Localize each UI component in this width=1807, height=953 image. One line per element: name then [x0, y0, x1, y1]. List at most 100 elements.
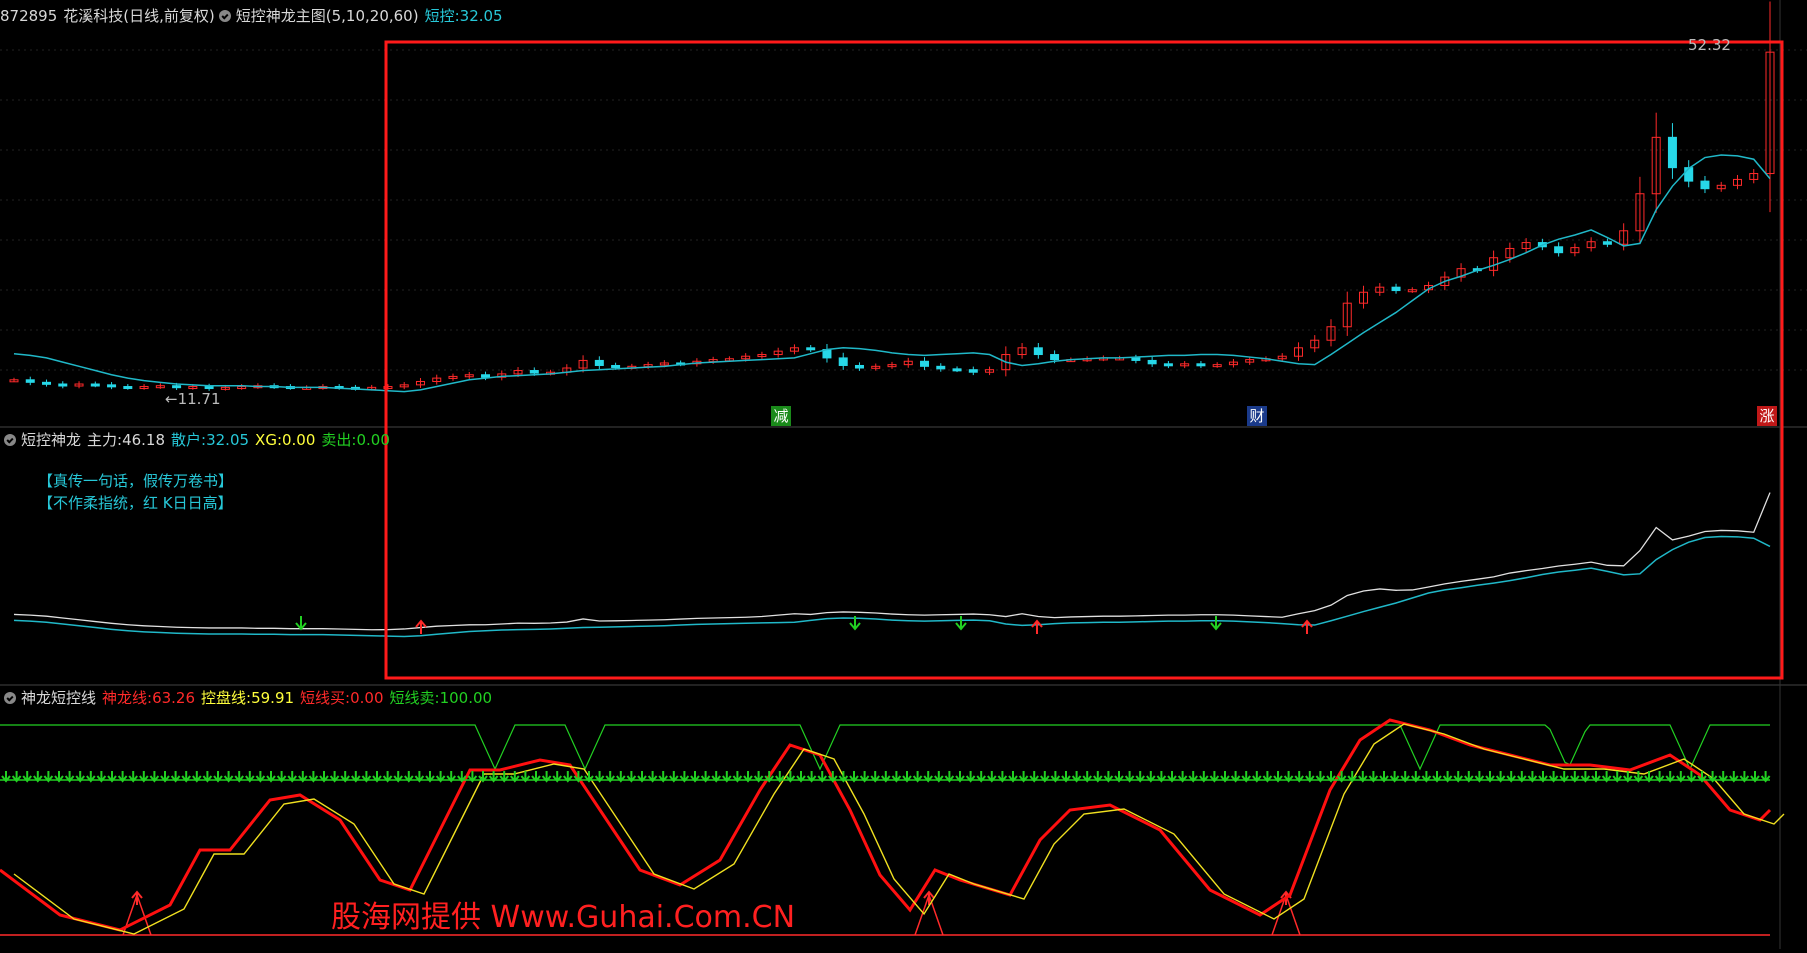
sell-arrow-icon: [563, 771, 573, 783]
sell-arrow-icon: [1220, 771, 1230, 783]
settings-icon[interactable]: [218, 10, 231, 22]
sell-arrow-icon: [298, 771, 308, 783]
sell-arrow-icon: [1103, 771, 1114, 783]
settings-icon[interactable]: [4, 692, 16, 704]
sell-arrow-icon: [1548, 771, 1559, 783]
sell-arrow-icon: [1188, 771, 1198, 783]
zhuli-value: 46.18: [122, 431, 166, 449]
sell-arrow-icon: [1665, 771, 1675, 783]
candle-body: [1212, 364, 1222, 368]
sell-arrow-icon: [287, 771, 297, 783]
sell-arrow-icon: [425, 771, 435, 783]
sell-arrow-icon: [1718, 771, 1728, 783]
candle-body: [1245, 359, 1255, 363]
sub2-indicator-name[interactable]: 神龙短控线: [21, 689, 97, 707]
sell-arrow-icon: [33, 771, 43, 783]
candle-body: [1163, 363, 1173, 367]
sell-arrow-icon: [1686, 771, 1697, 783]
sell-arrow-icon: [923, 771, 933, 783]
main-indicator-name[interactable]: 短控神龙主图(5,10,20,60): [235, 7, 419, 25]
up-arrow-icon: [1301, 619, 1313, 634]
sell-arrow-icon: [1474, 771, 1485, 783]
candle-body: [659, 362, 669, 366]
sell-arrow-icon: [1167, 771, 1177, 783]
candle-body: [1651, 136, 1661, 195]
up-arrow-icon: [923, 890, 935, 905]
sell-arrow-icon: [1050, 771, 1061, 783]
shenlong-value: 63.26: [152, 689, 196, 707]
sanhu-value: 32.05: [206, 431, 250, 449]
candle-body: [1001, 354, 1011, 371]
sell-arrow-icon: [1347, 771, 1357, 783]
candle-body: [806, 347, 816, 351]
sell-arrow-icon: [510, 771, 520, 783]
sell-arrow-icon: [806, 771, 817, 783]
candle-body: [172, 385, 182, 389]
sell-arrow-icon: [669, 771, 679, 783]
sell-arrow-icon: [764, 771, 774, 783]
candle-body: [1765, 51, 1775, 175]
low-price-label: ←11.71: [165, 390, 221, 408]
candle-body: [1342, 302, 1352, 328]
candle-body: [1440, 276, 1450, 287]
sell-arrow-icon: [372, 771, 382, 783]
sell-arrow-icon: [1040, 771, 1050, 783]
period-label[interactable]: (日线,前复权): [123, 7, 215, 25]
sell-arrow-icon: [1517, 771, 1527, 783]
candle-body: [952, 368, 962, 372]
watermark: 股海网提供 Www.Guhai.Com.CN: [331, 900, 796, 935]
maichu-label: 卖出:: [321, 431, 357, 449]
sell-arrow-icon: [43, 771, 54, 783]
short-buy-value: 0.00: [350, 689, 384, 707]
sell-arrow-icon: [1644, 771, 1654, 783]
sell-arrow-icon: [541, 771, 552, 783]
sell-arrow-icon: [658, 771, 668, 783]
sell-arrow-icon: [690, 771, 700, 783]
candle-body: [903, 360, 913, 366]
candle-body: [594, 359, 604, 366]
sell-arrow-icon: [1707, 771, 1718, 783]
candle-body: [968, 369, 978, 373]
sell-arrow-icon: [870, 771, 880, 783]
sell-arrow-icon: [446, 771, 456, 783]
sell-arrow-icon: [987, 771, 997, 783]
sell-arrow-icon: [1729, 771, 1739, 783]
sell-arrow-icon: [1230, 771, 1241, 783]
highlight-box: [384, 40, 1784, 680]
sell-arrow-icon: [96, 771, 107, 783]
settings-icon[interactable]: [4, 434, 16, 446]
candle-body: [448, 375, 458, 379]
sell-arrow-icon: [1538, 771, 1548, 783]
candle-body: [1716, 184, 1726, 190]
sell-arrow-icon: [1570, 771, 1580, 783]
candle-body: [107, 384, 117, 388]
sell-arrow-icon: [531, 771, 541, 783]
sell-arrow-icon: [149, 771, 160, 783]
sell-arrow-icon: [181, 771, 191, 783]
sub1-indicator-name[interactable]: 短控神龙: [21, 431, 82, 449]
up-arrow-icon: [131, 890, 143, 905]
sell-arrow-icon: [107, 771, 117, 783]
sell-arrow-icon: [64, 771, 75, 783]
candle-body: [1570, 247, 1580, 254]
down-arrow-icon: [295, 616, 307, 631]
sell-arrow-icon: [944, 771, 955, 783]
sell-arrow-icon: [1156, 771, 1167, 783]
candle-body: [464, 374, 474, 378]
candle-body: [1196, 363, 1206, 367]
sell-arrow-icon: [467, 771, 478, 783]
sell-arrow-icon: [308, 771, 319, 783]
zhuli-label: 主力:: [87, 431, 123, 449]
down-arrow-icon: [955, 616, 967, 631]
stock-name[interactable]: 花溪科技: [63, 7, 124, 25]
up-arrow-icon: [1031, 619, 1043, 634]
candle-body: [1732, 178, 1742, 186]
sell-arrow-icon: [414, 771, 425, 783]
sell-arrow-icon: [1739, 771, 1750, 783]
sell-arrow-icon: [828, 771, 838, 783]
sell-arrow-icon: [1093, 771, 1103, 783]
sell-arrow-icon: [1601, 771, 1612, 783]
candle-body: [513, 370, 523, 375]
sell-arrow-icon: [859, 771, 870, 783]
